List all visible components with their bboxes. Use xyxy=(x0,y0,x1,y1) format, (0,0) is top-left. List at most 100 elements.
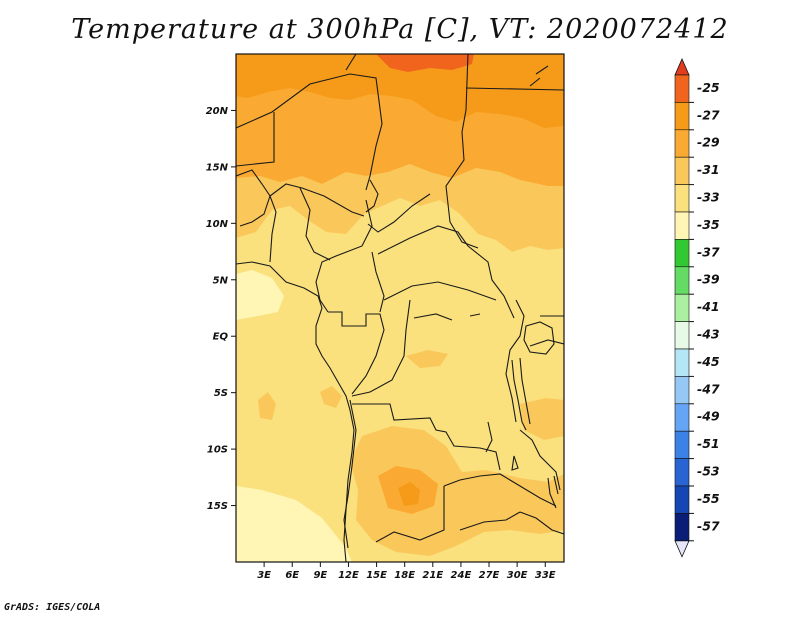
colorbar-label: -25 xyxy=(697,80,720,95)
colorbar-label: -29 xyxy=(697,135,720,150)
colorbar-label: -45 xyxy=(697,354,720,369)
colorbar-swatch xyxy=(674,348,690,377)
border-line xyxy=(328,311,385,395)
colorbar-swatch xyxy=(674,239,690,268)
lake-malawi xyxy=(547,475,559,509)
colorbar-swatch xyxy=(674,430,690,459)
x-tick-label: 6E xyxy=(285,570,299,581)
colorbar-label: -39 xyxy=(697,272,720,287)
border-line xyxy=(236,112,275,167)
colorbar: -25 -27 -29 -31 -33 -35 -37 -39 -41 -43 -45 -47 -49 -… xyxy=(674,58,720,558)
border-line xyxy=(505,299,525,423)
y-tick-label: 5N xyxy=(213,275,229,286)
x-tick-label: 27E xyxy=(479,570,500,581)
lake-tanganyika xyxy=(511,357,531,431)
colorbar-swatch xyxy=(674,376,690,405)
colorbar-label: -43 xyxy=(697,327,720,342)
field-band-25-north xyxy=(376,54,474,72)
river-line xyxy=(529,65,549,87)
x-tick-label: 3E xyxy=(257,570,271,581)
border-line xyxy=(377,225,515,319)
boundaries xyxy=(236,54,564,562)
x-axis: 3E 6E 9E 12E 15E 18E 21E 24E 27E 30E 33E xyxy=(257,562,556,581)
river-line xyxy=(413,313,481,321)
border-line xyxy=(383,281,497,301)
colorbar-swatch xyxy=(674,74,690,103)
lake-shore xyxy=(511,455,519,471)
x-tick-label: 30E xyxy=(507,570,528,581)
field-band-31-congo xyxy=(406,350,448,368)
x-tick-label: 12E xyxy=(338,570,359,581)
border-line xyxy=(519,511,564,535)
colorbar-label: -47 xyxy=(697,381,720,396)
map-title: Temperature at 300hPa [C], VT: 202007241… xyxy=(71,14,729,45)
field-band-29-core xyxy=(398,482,420,506)
river-line xyxy=(365,179,379,213)
border-line xyxy=(351,299,411,397)
colorbar-label: -31 xyxy=(697,162,720,177)
x-tick-label: 15E xyxy=(366,570,387,581)
colorbar-swatch xyxy=(674,129,690,158)
y-tick-label: 5S xyxy=(214,388,228,399)
colorbar-label: -37 xyxy=(697,244,720,259)
y-tick-label: 20N xyxy=(206,106,229,117)
colorbar-swatch xyxy=(674,211,690,240)
field-band-31-east xyxy=(520,398,564,440)
border-line xyxy=(445,54,479,249)
border-line xyxy=(371,251,385,313)
border-line xyxy=(345,54,357,71)
plot-frame xyxy=(235,53,565,563)
border-line xyxy=(315,199,373,313)
colorbar-swatch xyxy=(674,266,690,295)
border-line xyxy=(375,486,445,543)
colorbar-label: -55 xyxy=(697,491,720,506)
coastline xyxy=(236,261,355,562)
y-tick-label: 15N xyxy=(206,162,229,173)
y-tick-label: 15S xyxy=(207,501,228,512)
field-band-31-west-1 xyxy=(258,392,276,420)
lake-victoria xyxy=(523,321,555,355)
border-line xyxy=(529,339,564,347)
y-tick-label: 10N xyxy=(206,219,229,230)
y-tick-label: 10S xyxy=(207,445,228,456)
credit-label: GrADS: IGES/COLA xyxy=(4,602,101,613)
x-tick-label: 21E xyxy=(422,570,443,581)
colorbar-swatch xyxy=(674,485,690,514)
border-line xyxy=(236,73,383,191)
colorbar-label: -33 xyxy=(697,190,720,205)
x-tick-label: 18E xyxy=(394,570,415,581)
colorbar-swatch xyxy=(674,102,690,131)
border-line xyxy=(443,473,557,507)
y-axis: 20N 15N 10N 5N EQ 5S 10S 15S xyxy=(206,106,236,512)
field-band-31-south-angola xyxy=(350,426,564,556)
colorbar-label: -27 xyxy=(697,107,720,122)
colorbar-top-tip xyxy=(674,58,690,76)
colorbar-swatch xyxy=(674,321,690,350)
colorbar-swatch xyxy=(674,458,690,487)
border-line xyxy=(367,193,431,233)
colorbar-swatch xyxy=(674,293,690,322)
border-line xyxy=(352,403,501,471)
border-line xyxy=(465,87,564,91)
border-line xyxy=(459,511,521,531)
colorbar-label: -53 xyxy=(697,464,720,479)
colorbar-label: -35 xyxy=(697,217,720,232)
field-band-35-gulf xyxy=(236,270,284,320)
field-band-27-north xyxy=(236,54,564,128)
field-band-31-west-2 xyxy=(320,386,342,408)
colorbar-label: -51 xyxy=(697,436,720,451)
colorbar-label: -49 xyxy=(697,409,720,424)
colorbar-label: -41 xyxy=(697,299,720,314)
border-line xyxy=(269,195,277,263)
x-tick-label: 24E xyxy=(451,570,472,581)
field-band-35-southwest xyxy=(236,486,352,562)
x-tick-label: 9E xyxy=(313,570,327,581)
border-line xyxy=(519,429,561,491)
colorbar-swatch xyxy=(674,184,690,213)
x-tick-label: 33E xyxy=(535,570,556,581)
colorbar-bottom-tip xyxy=(674,540,690,558)
colorbar-swatch xyxy=(674,513,690,542)
y-tick-label: EQ xyxy=(213,332,229,343)
lake-shore xyxy=(485,421,493,453)
